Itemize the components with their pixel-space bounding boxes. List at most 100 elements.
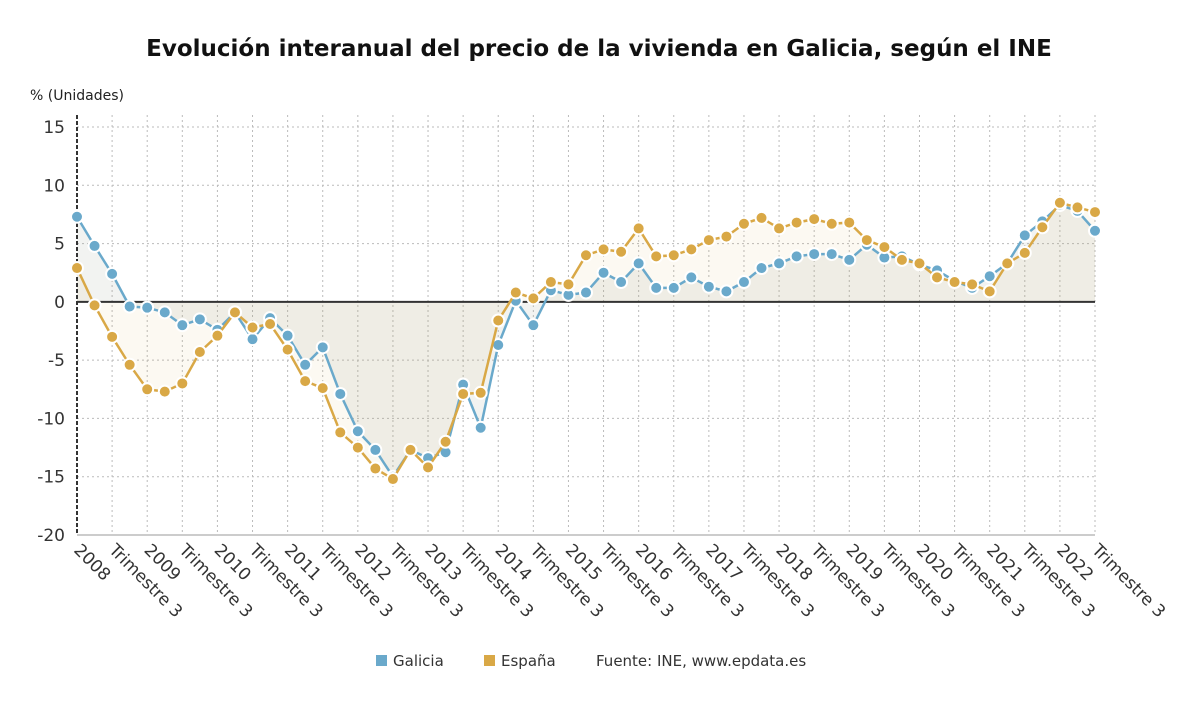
data-point [789,215,804,230]
data-point [719,284,734,299]
data-point [192,312,207,327]
data-point [1017,228,1032,243]
data-point [1052,195,1067,210]
data-point [350,440,365,455]
legend-label-galicia: Galicia [393,652,444,670]
data-point [140,382,155,397]
y-tick-label: -15 [37,468,65,488]
data-point [772,256,787,271]
data-point [298,374,313,389]
data-point [298,357,313,372]
data-point [982,269,997,284]
data-point [491,313,506,328]
data-point [596,265,611,280]
data-point [157,384,172,399]
data-point [122,299,137,314]
data-point [105,329,120,344]
data-point [842,252,857,267]
data-point [666,248,681,263]
data-point [456,386,471,401]
data-point [1070,200,1085,215]
data-point [684,242,699,257]
data-point [701,233,716,248]
data-point [736,275,751,290]
series-line-galicia [75,203,1096,479]
x-tick-label: 2008 [69,540,114,585]
data-point [631,256,646,271]
data-point [280,342,295,357]
data-point [947,275,962,290]
data-point [403,442,418,457]
area-españa [77,202,1095,480]
data-point [315,381,330,396]
data-point [877,240,892,255]
x-tick-label: Trimestre 3 [1087,540,1169,622]
data-point [175,318,190,333]
data-point [631,221,646,236]
legend: Galicia España Fuente: INE, www.epdata.e… [376,652,806,670]
y-tick-label: 0 [54,293,65,313]
chart-title: Evolución interanual del precio de la vi… [146,36,1052,62]
area-galicia [77,205,1095,477]
legend-swatch-galicia [376,655,387,666]
data-point [930,270,945,285]
data-point [368,442,383,457]
legend-label-espana: España [501,652,556,670]
data-point [684,270,699,285]
y-tick-label: -5 [48,351,65,371]
data-point [263,317,278,332]
data-point [894,252,909,267]
data-point [579,248,593,263]
data-point [614,275,629,290]
data-point [807,212,822,227]
data-point [315,340,330,355]
data-point [508,285,523,300]
data-point [87,238,102,253]
data-point [280,328,295,343]
data-point [192,344,207,359]
data-point [140,300,155,315]
data-point [175,376,190,391]
series-lines [70,195,1102,487]
data-point [649,280,664,295]
data-point [1000,256,1015,271]
data-point [543,275,558,290]
data-point [333,425,348,440]
data-point [789,249,804,264]
data-point [859,233,874,248]
data-point [649,249,664,264]
data-point [824,216,839,231]
data-point [70,261,84,276]
source-note: Fuente: INE, www.epdata.es [596,652,806,670]
data-point [842,215,857,230]
data-point [1017,245,1032,260]
y-tick-label: 15 [43,118,65,138]
data-point [526,291,541,306]
data-point [421,460,436,475]
data-point [350,424,365,439]
data-point [736,216,751,231]
y-tick-label: 5 [54,235,65,255]
data-point [1088,205,1102,220]
data-point [719,229,734,244]
data-point [368,461,383,476]
data-point [1088,223,1102,238]
y-tick-label: -10 [37,409,65,429]
y-tick-label: 10 [43,176,65,196]
data-point [596,242,611,257]
data-point [245,332,260,347]
data-point [526,318,541,333]
data-point [824,247,839,262]
legend-swatch-espana [484,655,495,666]
data-point [122,357,137,372]
series-line-españa [75,201,1096,481]
data-point [754,210,769,225]
data-point [210,328,225,343]
data-point [912,256,927,271]
y-axis-label: % (Unidades) [30,88,124,104]
data-point [227,305,242,320]
data-point [561,277,576,292]
data-point [666,280,681,295]
